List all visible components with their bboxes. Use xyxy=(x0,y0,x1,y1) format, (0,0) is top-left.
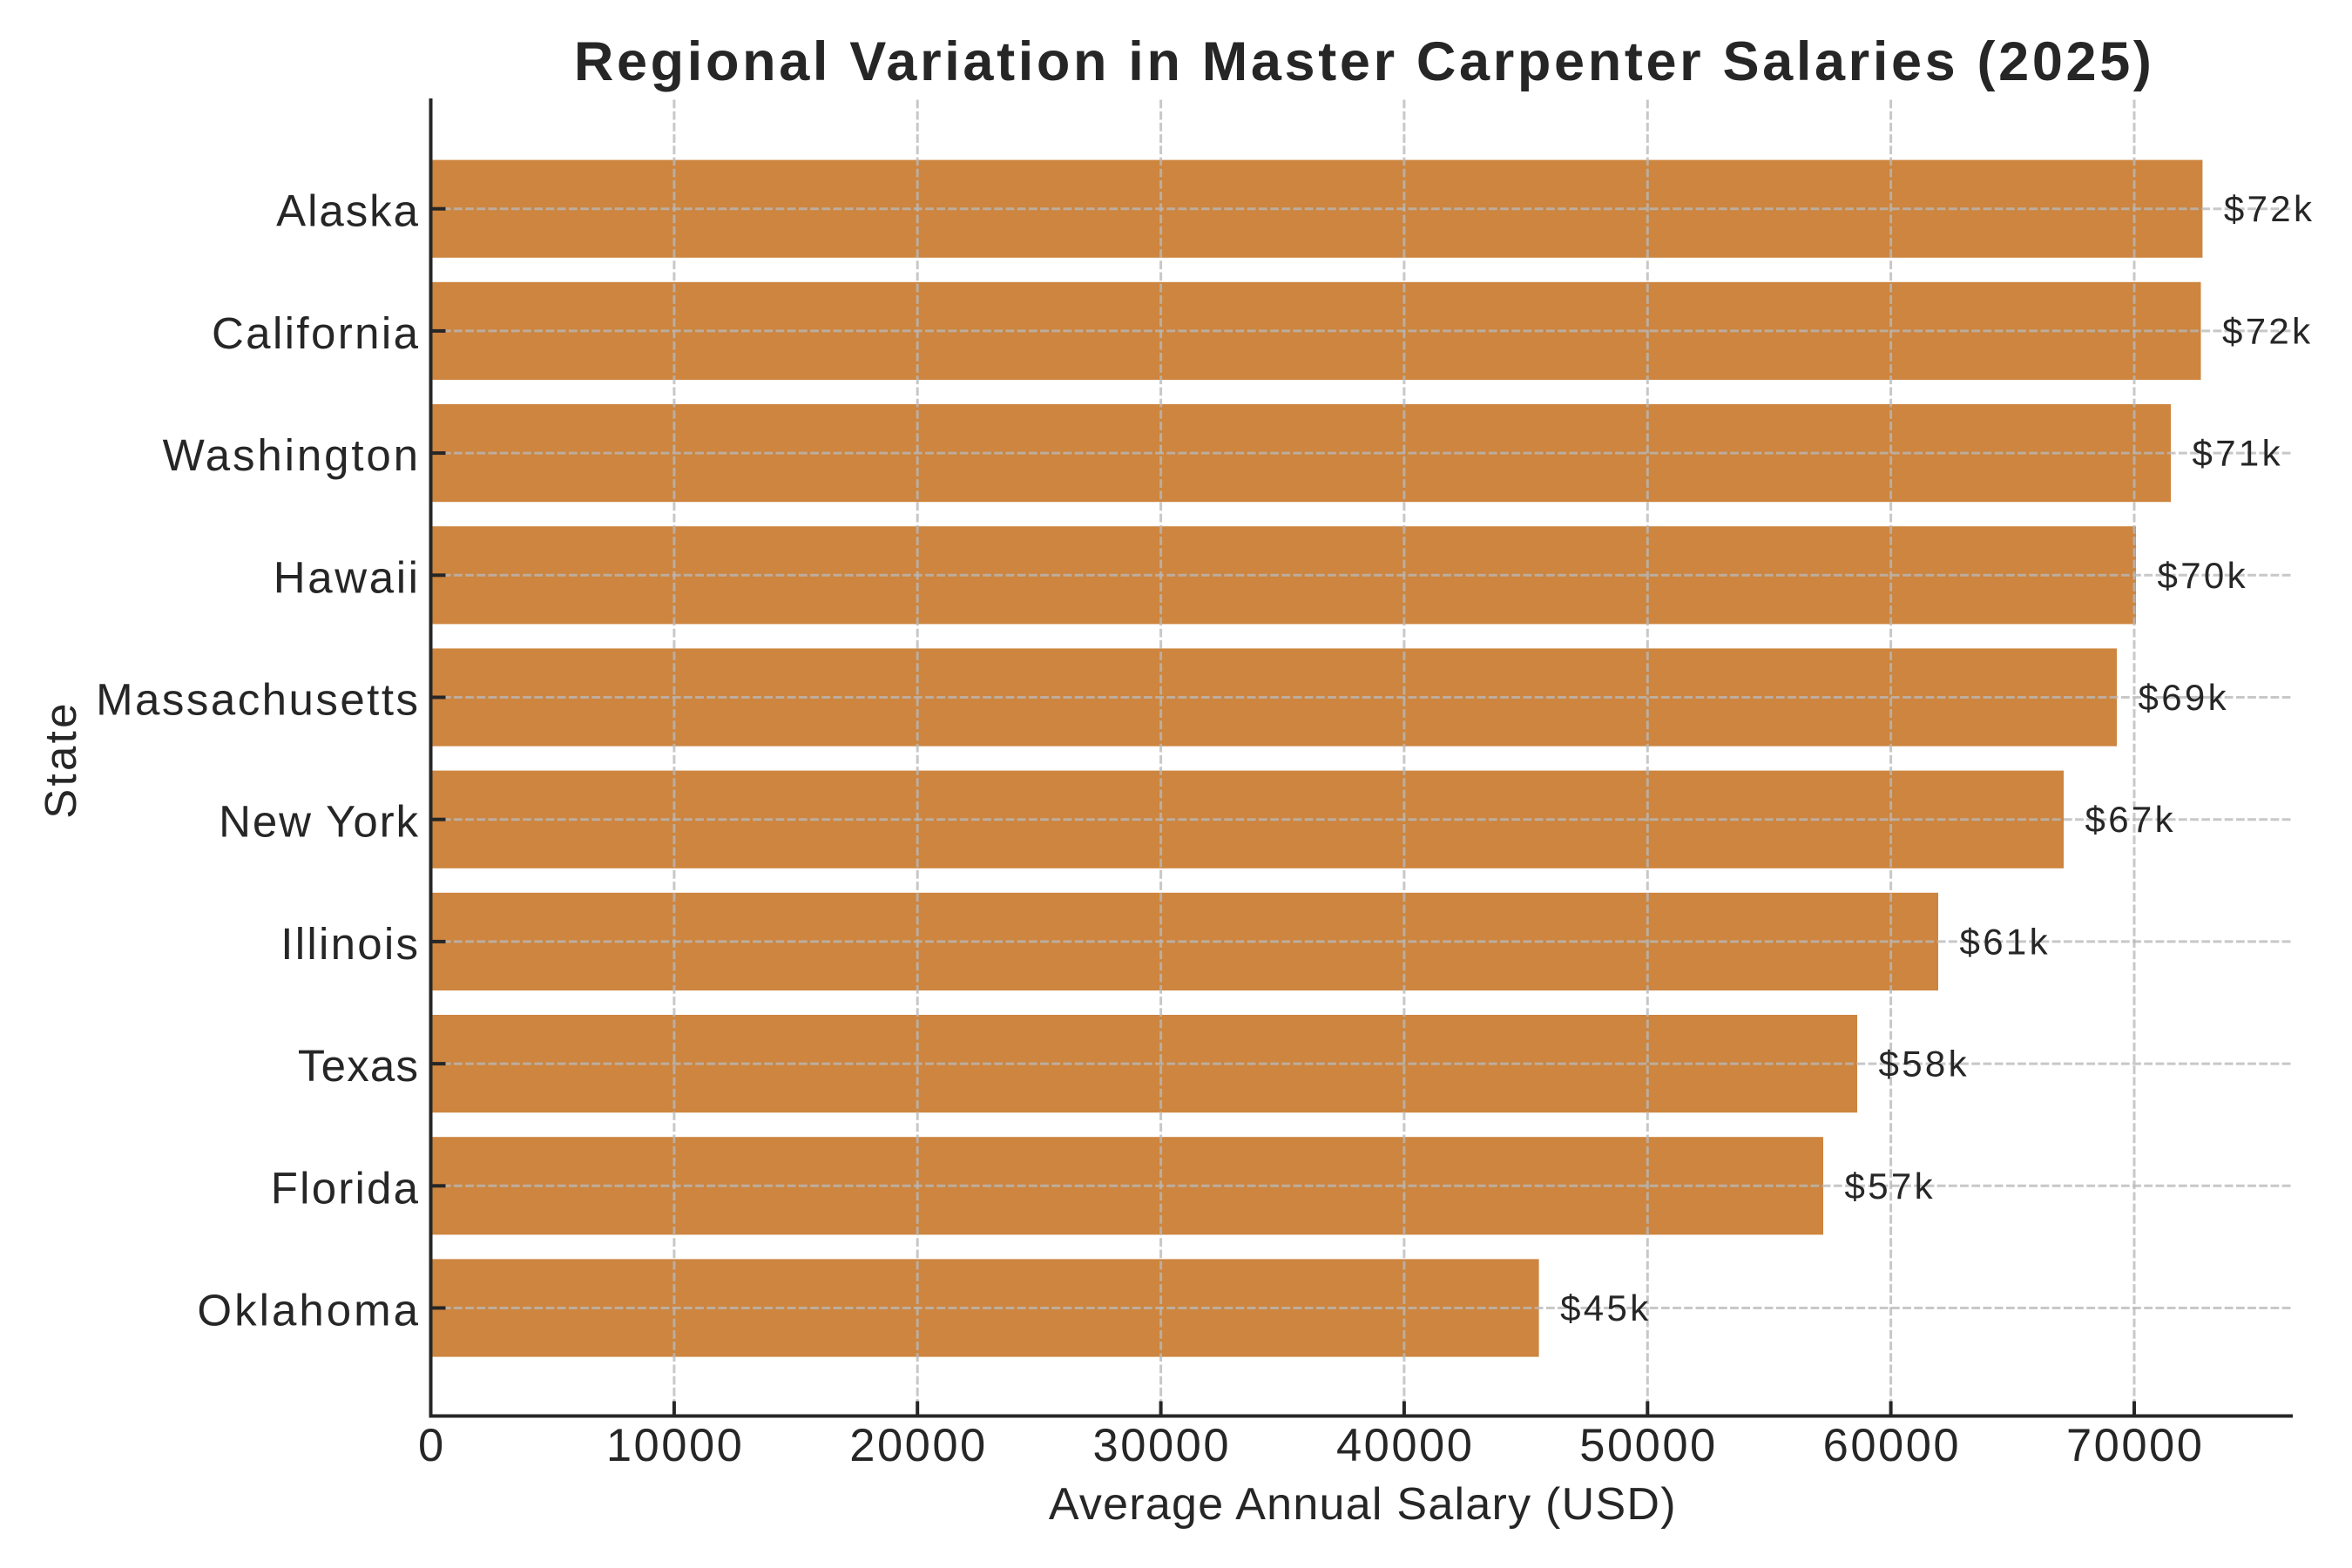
svg-text:10000: 10000 xyxy=(606,1420,745,1471)
svg-text:Regional Variation in Master C: Regional Variation in Master Carpenter S… xyxy=(574,31,2155,92)
svg-text:$69k: $69k xyxy=(2139,677,2229,718)
svg-text:$67k: $67k xyxy=(2085,799,2176,840)
svg-text:Illinois: Illinois xyxy=(280,919,420,969)
svg-text:$45k: $45k xyxy=(1560,1288,1651,1328)
svg-text:$72k: $72k xyxy=(2224,188,2315,229)
svg-text:70000: 70000 xyxy=(2066,1420,2205,1471)
svg-text:Massachusetts: Massachusetts xyxy=(96,675,420,725)
svg-text:$70k: $70k xyxy=(2158,555,2248,596)
svg-text:$72k: $72k xyxy=(2222,310,2313,351)
svg-text:20000: 20000 xyxy=(849,1420,988,1471)
svg-text:Hawaii: Hawaii xyxy=(274,552,421,602)
svg-text:50000: 50000 xyxy=(1579,1420,1718,1471)
svg-text:Oklahoma: Oklahoma xyxy=(197,1286,421,1335)
svg-text:60000: 60000 xyxy=(1823,1420,1962,1471)
svg-text:California: California xyxy=(212,308,420,358)
svg-text:Average Annual Salary (USD): Average Annual Salary (USD) xyxy=(1049,1479,1677,1530)
svg-text:30000: 30000 xyxy=(1093,1420,1232,1471)
svg-text:$58k: $58k xyxy=(1879,1044,1970,1085)
svg-text:$57k: $57k xyxy=(1845,1166,1936,1206)
svg-text:$71k: $71k xyxy=(2193,433,2283,474)
svg-text:$61k: $61k xyxy=(1960,921,2051,962)
svg-text:Texas: Texas xyxy=(298,1041,419,1091)
svg-text:Florida: Florida xyxy=(271,1163,420,1213)
svg-text:Alaska: Alaska xyxy=(276,186,420,236)
svg-text:New York: New York xyxy=(219,797,420,847)
svg-text:0: 0 xyxy=(418,1420,446,1471)
svg-text:State: State xyxy=(36,700,85,819)
svg-text:40000: 40000 xyxy=(1336,1420,1475,1471)
svg-text:Washington: Washington xyxy=(163,430,421,480)
